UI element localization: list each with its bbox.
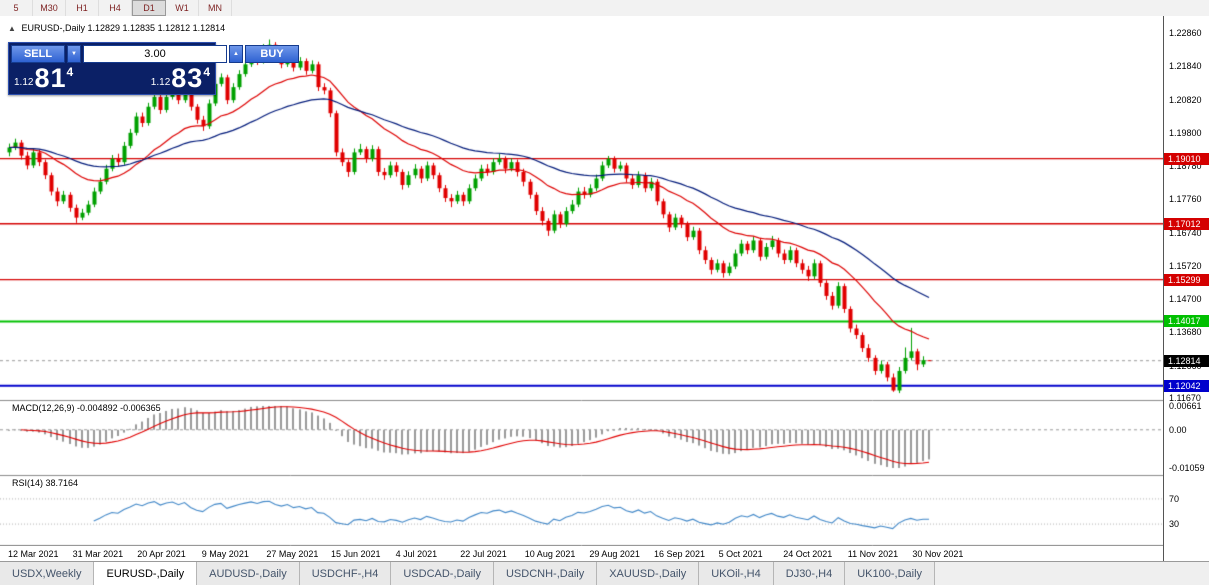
tab-ukoil-h4[interactable]: UKOil-,H4 (699, 562, 774, 585)
chart-tab-bar: USDX,Weekly EURUSD-,Daily AUDUSD-,Daily USD… (0, 561, 1209, 585)
tab-eurusd-daily[interactable]: EURUSD-,Daily (94, 562, 198, 585)
timeframe-button-w1[interactable]: W1 (166, 0, 199, 16)
date-label: 12 Mar 2021 (8, 549, 59, 559)
tab-audusd-daily[interactable]: AUDUSD-,Daily (197, 562, 300, 585)
price-axis-label: 1.15720 (1169, 260, 1202, 271)
ohlc-close: 1.12814 (192, 23, 226, 33)
price-axis-label: 1.21840 (1169, 61, 1202, 72)
price-axis-label: 1.20820 (1169, 94, 1202, 105)
date-label: 15 Jun 2021 (331, 549, 381, 559)
price-level-tag: 1.19010 (1164, 152, 1209, 165)
macd-axis-min-label: -0.01059 (1169, 463, 1205, 473)
date-label: 31 Mar 2021 (72, 549, 124, 559)
price-axis-label: 1.14700 (1169, 294, 1202, 305)
buy-price-point: 4 (203, 65, 210, 79)
buy-price-quote[interactable]: 1.12 83 4 (150, 63, 210, 93)
price-axis-label: 1.11670 (1169, 393, 1201, 403)
current-price-tag: 1.12814 (1164, 354, 1209, 367)
buy-price-prefix: 1.12 (150, 77, 171, 88)
macd-label: MACD(12,26,9) -0.004892 -0.006365 (12, 403, 161, 413)
buy-button[interactable]: BUY (245, 45, 299, 63)
price-axis: 1.22860 1.21840 1.20820 1.19800 1.18780 1.177… (1163, 16, 1209, 561)
timeframe-button-h4[interactable]: H4 (99, 0, 132, 16)
tab-xauusd-daily[interactable]: XAUUSD-,Daily (597, 562, 700, 585)
sell-price-prefix: 1.12 (14, 77, 34, 88)
rsi-label: RSI(14) 38.7164 (12, 478, 78, 488)
volume-input[interactable] (83, 45, 227, 63)
rsi-level-label-30: 30 (1169, 519, 1180, 530)
ohlc-low: 1.12812 (157, 23, 191, 33)
sell-price-quote[interactable]: 1.12 81 4 (14, 63, 74, 93)
timeframe-button-d1[interactable]: D1 (132, 0, 166, 16)
macd-value-main: -0.004892 (77, 403, 118, 413)
date-label: 10 Aug 2021 (524, 549, 576, 559)
chart-region: ▲ EURUSD-,Daily 1.12829 1.12835 1.12812 … (0, 16, 1209, 561)
macd-axis-max-label: 0.00661 (1169, 401, 1202, 411)
price-chart-canvas[interactable] (0, 16, 1163, 546)
collapse-panel-icon[interactable]: ▲ (8, 24, 16, 33)
date-label: 9 May 2021 (201, 549, 249, 559)
date-label: 30 Nov 2021 (912, 549, 964, 559)
price-axis-label: 1.19800 (1169, 127, 1202, 138)
price-level-tag: 1.15299 (1164, 273, 1209, 286)
timeframe-button-mn[interactable]: MN (199, 0, 232, 16)
volume-decrease-button[interactable]: ▼ (67, 45, 81, 63)
date-label: 4 Jul 2021 (395, 549, 438, 559)
date-label: 5 Oct 2021 (718, 549, 763, 559)
chart-info: ▲ EURUSD-,Daily 1.12829 1.12835 1.12812 … (8, 23, 225, 33)
timeframe-button-h1[interactable]: H1 (66, 0, 99, 16)
chart-symbol-period: EURUSD-,Daily (21, 23, 85, 33)
timeframe-button-5[interactable]: 5 (0, 0, 33, 16)
time-axis: 12 Mar 2021 31 Mar 2021 20 Apr 2021 9 May 2… (0, 546, 1163, 561)
date-label: 20 Apr 2021 (137, 549, 186, 559)
price-level-tag: 1.14017 (1164, 315, 1209, 328)
ohlc-high: 1.12835 (122, 23, 156, 33)
tab-uk100-daily[interactable]: UK100-,Daily (845, 562, 936, 585)
rsi-level-label-70: 70 (1169, 493, 1180, 504)
timeframe-button-m30[interactable]: M30 (33, 0, 66, 16)
price-axis-label: 1.13680 (1169, 327, 1202, 338)
sell-price-pips: 81 (34, 63, 67, 93)
price-axis-label: 1.22860 (1169, 28, 1202, 38)
date-label: 27 May 2021 (266, 549, 319, 559)
timeframe-toolbar: 5 M30 H1 H4 D1 W1 MN (0, 0, 1209, 17)
date-label: 11 Nov 2021 (847, 549, 899, 559)
date-label: 16 Sep 2021 (654, 549, 706, 559)
buy-price-pips: 83 (171, 63, 204, 93)
price-axis-label: 1.16740 (1169, 227, 1202, 238)
date-label: 29 Aug 2021 (589, 549, 640, 559)
rsi-value: 38.7164 (45, 478, 79, 488)
chevron-down-icon: ▼ (71, 51, 77, 57)
tab-usdcad-daily[interactable]: USDCAD-,Daily (391, 562, 494, 585)
rsi-name: RSI(14) (12, 478, 44, 488)
price-level-tag: 1.12042 (1164, 379, 1209, 392)
date-label: 24 Oct 2021 (783, 549, 833, 559)
tab-usdx-weekly[interactable]: USDX,Weekly (0, 562, 95, 585)
price-axis-label: 1.18780 (1169, 161, 1202, 172)
macd-axis-zero-label: 0.00 (1169, 424, 1187, 435)
date-label: 22 Jul 2021 (460, 549, 507, 559)
macd-name: MACD(12,26,9) (12, 403, 75, 413)
sell-price-point: 4 (66, 65, 74, 79)
sell-button[interactable]: SELL (11, 45, 65, 63)
chevron-up-icon: ▲ (233, 51, 239, 57)
price-level-tag: 1.17012 (1164, 217, 1209, 230)
tab-usdcnh-daily[interactable]: USDCNH-,Daily (493, 562, 598, 585)
ohlc-open: 1.12829 (87, 23, 121, 33)
tab-dj30-h4[interactable]: DJ30-,H4 (773, 562, 846, 585)
price-axis-label: 1.17760 (1169, 194, 1202, 205)
macd-value-signal: -0.006365 (120, 403, 161, 413)
volume-increase-button[interactable]: ▲ (229, 45, 243, 63)
tab-usdchf-h4[interactable]: USDCHF-,H4 (299, 562, 392, 585)
